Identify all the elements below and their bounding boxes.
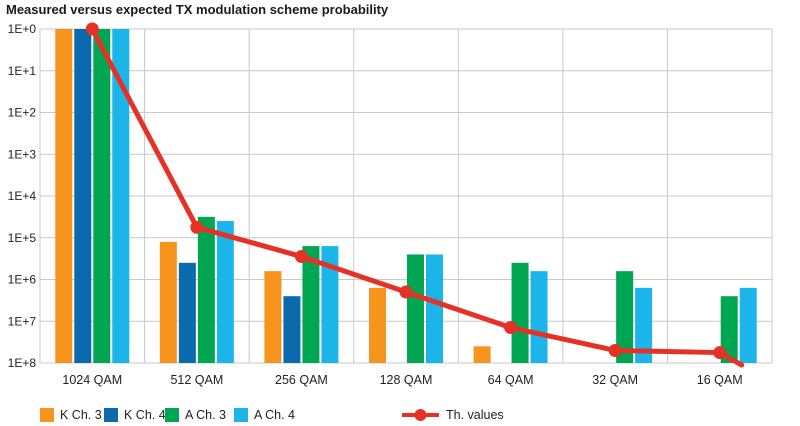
legend-label: A Ch. 3	[185, 408, 226, 422]
legend-swatch	[40, 408, 54, 422]
bar-a-ch-4	[112, 29, 130, 363]
x-tick-label: 128 QAM	[380, 373, 433, 387]
legend: K Ch. 3 K Ch. 4 A Ch. 3 A Ch. 4 Th. values	[40, 408, 504, 422]
x-tick-label: 512 QAM	[170, 373, 223, 387]
legend-label: A Ch. 4	[254, 408, 295, 422]
bar-a-ch-4	[635, 287, 653, 363]
bar-k-ch-4	[283, 296, 301, 363]
bar-k-ch-3	[159, 241, 177, 363]
y-tick-label: 1E+4	[8, 189, 37, 203]
legend-swatch	[104, 408, 118, 422]
theory-point	[608, 343, 622, 357]
y-tick-label: 1E+7	[8, 314, 37, 328]
legend-label: Th. values	[446, 408, 504, 422]
bar-k-ch-3	[55, 29, 73, 363]
bar-a-ch-4	[739, 287, 757, 363]
bar-a-ch-3	[511, 262, 529, 363]
bars	[55, 29, 757, 363]
legend-swatch	[234, 408, 248, 422]
theory-point	[399, 285, 413, 299]
bar-k-ch-3	[369, 287, 386, 363]
x-axis: 1024 QAM 512 QAM 256 QAM 128 QAM 64 QAM 32 QA…	[62, 373, 742, 387]
legend-item-k-ch-4: K Ch. 4	[104, 408, 166, 422]
x-tick-label: 1024 QAM	[62, 373, 122, 387]
bar-a-ch-3	[302, 246, 320, 363]
bar-k-ch-4	[74, 29, 92, 363]
bar-a-ch-3	[407, 254, 424, 363]
y-tick-label: 1E+5	[8, 231, 37, 245]
bar-a-ch-4	[216, 221, 234, 363]
y-tick-label: 1E+0	[8, 22, 37, 36]
legend-swatch	[165, 408, 179, 422]
x-tick-label: 32 QAM	[592, 373, 638, 387]
legend-point-swatch	[414, 409, 427, 421]
x-tick-label: 64 QAM	[488, 373, 534, 387]
x-tick-label: 16 QAM	[697, 373, 743, 387]
y-tick-label: 1E+6	[8, 273, 37, 287]
bar-k-ch-3	[473, 346, 491, 363]
bar-a-ch-4	[321, 246, 339, 363]
y-axis: 1E+0 1E+1 1E+2 1E+3 1E+4 1E+5 1E+6 1E+7 1E+8	[8, 22, 37, 370]
legend-label: K Ch. 3	[60, 408, 102, 422]
theory-point	[190, 220, 204, 234]
chart-title: Measured versus expected TX modulation s…	[6, 2, 389, 17]
y-tick-label: 1E+1	[8, 64, 37, 78]
bar-a-ch-3	[616, 271, 634, 363]
bar-k-ch-4	[178, 262, 196, 363]
theory-point	[713, 346, 727, 360]
y-tick-label: 1E+8	[8, 356, 37, 370]
bar-k-ch-3	[264, 271, 282, 363]
y-tick-label: 1E+3	[8, 147, 37, 161]
bar-a-ch-3	[197, 216, 215, 363]
theory-line	[85, 22, 745, 368]
legend-item-a-ch-4: A Ch. 4	[234, 408, 295, 422]
y-tick-label: 1E+2	[8, 106, 37, 120]
theory-point	[85, 22, 99, 36]
bar-a-ch-3	[93, 29, 111, 363]
legend-item-a-ch-3: A Ch. 3	[165, 408, 226, 422]
grid	[39, 28, 773, 364]
theory-line-path	[89, 26, 745, 368]
legend-item-k-ch-3: K Ch. 3	[40, 408, 102, 422]
x-tick-label: 256 QAM	[275, 373, 328, 387]
bar-a-ch-4	[530, 271, 548, 363]
theory-point	[294, 250, 308, 264]
legend-label: K Ch. 4	[124, 408, 166, 422]
legend-item-th-values: Th. values	[402, 408, 504, 422]
bar-a-ch-4	[426, 254, 443, 363]
bar-a-ch-3	[720, 296, 738, 363]
theory-point	[504, 321, 518, 335]
